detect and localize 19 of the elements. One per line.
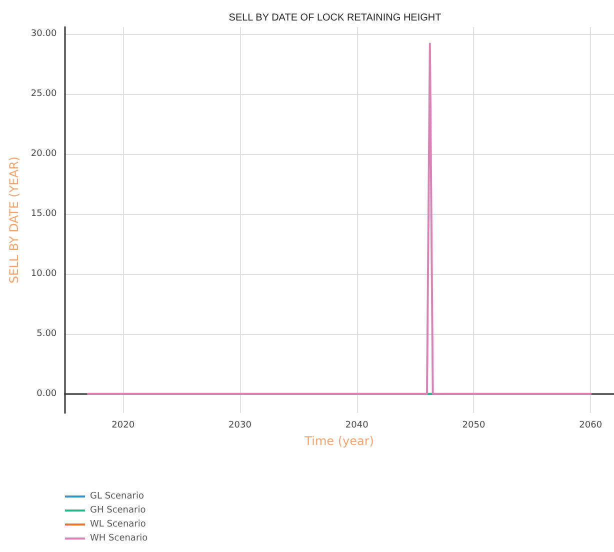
legend-label: WL Scenario (90, 520, 146, 530)
x-tick-label: 2060 (579, 420, 602, 430)
x-tick-label: 2020 (112, 420, 135, 430)
y-axis-title: SELL BY DATE (YEAR) (7, 156, 21, 284)
legend-label: WH Scenario (90, 534, 148, 544)
y-tick-label: 30.00 (30, 29, 57, 40)
y-tick-label: 10.00 (30, 268, 57, 279)
y-tick-label: 20.00 (30, 149, 57, 160)
chart-title: SELL BY DATE OF LOCK RETAINING HEIGHT (228, 12, 442, 24)
x-tick-label: 2050 (462, 420, 486, 430)
x-axis-title: Time (year) (304, 434, 374, 448)
legend-label: GL Scenario (90, 492, 144, 502)
y-tick-label: 15.00 (30, 209, 57, 220)
x-tick-label: 2030 (228, 420, 252, 430)
y-tick-label: 25.00 (30, 89, 57, 100)
legend-label: GH Scenario (90, 506, 146, 516)
y-tick-label: 5.00 (36, 328, 57, 339)
x-tick-label: 2040 (345, 420, 369, 430)
y-tick-label: 0.00 (36, 388, 57, 399)
